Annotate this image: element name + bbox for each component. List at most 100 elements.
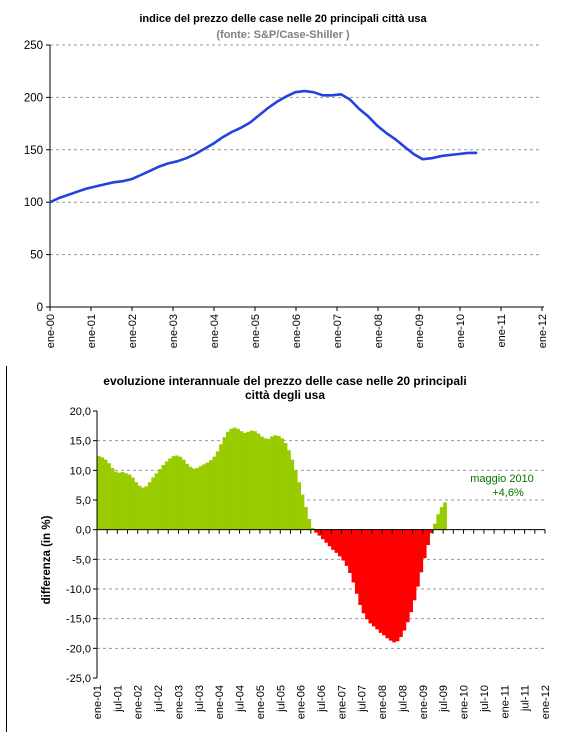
y-tick-label: -5,0: [72, 554, 91, 566]
bar: [382, 529, 386, 636]
bar: [253, 431, 257, 530]
bar: [239, 431, 244, 530]
x-tick-label: ene-07: [336, 685, 348, 719]
y-tick-label: 50: [30, 250, 43, 262]
bar: [276, 435, 281, 530]
x-tick-label: ene-00: [45, 314, 57, 348]
bar: [246, 431, 251, 530]
bar: [419, 529, 424, 573]
bar: [107, 463, 111, 530]
bar: [317, 529, 322, 536]
bar: [124, 473, 128, 530]
bar: [117, 472, 122, 530]
y-tick-label: 100: [24, 197, 43, 209]
y-tick-label: 0,0: [76, 525, 91, 537]
bar: [348, 529, 352, 573]
x-tick-label: jul-02: [153, 685, 165, 713]
bar: [371, 529, 376, 627]
bar: [297, 482, 301, 530]
bar: [273, 435, 278, 530]
x-tick-label: ene-03: [173, 685, 185, 719]
left-border-line: [6, 366, 7, 732]
bar: [385, 529, 390, 639]
x-tick-label: ene-04: [214, 685, 226, 719]
bar: [202, 464, 206, 530]
bar: [209, 460, 213, 530]
chart1-subtitle: (fonte: S&P/Case-Shiller ): [216, 29, 350, 41]
x-tick-label: jul-06: [316, 685, 328, 713]
bar: [144, 486, 149, 530]
bar: [120, 472, 125, 530]
x-tick-label: ene-11: [499, 685, 511, 718]
y-tick-label: 200: [24, 92, 43, 104]
bar: [365, 529, 369, 620]
bar: [436, 514, 441, 530]
bar: [259, 436, 264, 530]
bar: [293, 470, 298, 530]
bar: [368, 529, 373, 624]
bar: [426, 529, 430, 546]
bar: [361, 529, 366, 614]
x-tick-label: jul-09: [438, 685, 450, 713]
bar: [205, 462, 210, 530]
bar: [229, 428, 234, 530]
bar: [137, 485, 142, 530]
bar: [130, 477, 135, 530]
chart2-title-line-1: evoluzione interannuale del prezzo delle…: [103, 374, 466, 388]
x-tick-label: ene-05: [250, 314, 262, 348]
bar: [290, 459, 295, 530]
x-tick-label: ene-06: [291, 314, 303, 348]
bar: [375, 529, 380, 630]
x-tick-label: ene-12: [540, 685, 552, 719]
x-tick-label: jul-01: [112, 685, 124, 713]
bar: [103, 459, 108, 530]
bar: [178, 456, 183, 530]
bar: [280, 438, 285, 530]
chart-yoy-change: evoluzione interannuale del prezzo delle…: [41, 374, 552, 719]
bar: [100, 457, 105, 530]
bar: [270, 436, 274, 530]
bar: [310, 527, 315, 530]
y-tick-label: 20,0: [70, 406, 91, 418]
bar: [171, 456, 176, 530]
bar: [266, 438, 271, 530]
bar: [341, 529, 346, 561]
bar: [324, 529, 329, 543]
bar: [321, 529, 325, 540]
x-tick-label: ene-10: [455, 314, 467, 348]
x-tick-label: jul-11: [520, 685, 532, 712]
bar: [127, 474, 132, 530]
bar: [287, 450, 291, 530]
series-line-house-price-index: [49, 89, 478, 204]
bar: [416, 529, 420, 587]
bar: [439, 507, 444, 530]
bar: [344, 529, 349, 566]
x-tick-label: ene-03: [168, 314, 180, 348]
x-tick-label: jul-03: [194, 685, 206, 713]
bar: [147, 482, 152, 530]
bar: [225, 431, 230, 530]
y-tick-label: -10,0: [66, 584, 91, 596]
chart-house-price-index: indice del prezzo delle case nelle 20 pr…: [24, 13, 549, 348]
x-tick-label: ene-01: [92, 685, 104, 719]
bar: [113, 471, 118, 530]
bar: [188, 466, 193, 530]
x-tick-label: jul-04: [235, 685, 247, 713]
chart2-y-axis-label: differenza (in %): [41, 515, 53, 604]
x-tick-label: ene-02: [133, 685, 145, 719]
annotation-line-2: +4,6%: [492, 487, 524, 499]
bar: [283, 443, 288, 530]
x-tick-label: ene-12: [537, 314, 549, 348]
x-tick-label: ene-01: [86, 314, 98, 348]
chart1-title: indice del prezzo delle case nelle 20 pr…: [139, 13, 427, 25]
bar: [97, 456, 101, 530]
bar: [443, 502, 447, 530]
bar: [168, 458, 173, 530]
bar: [412, 529, 417, 601]
x-tick-label: ene-02: [127, 314, 139, 348]
bar: [219, 444, 223, 530]
bar: [409, 529, 413, 613]
bar: [327, 529, 332, 547]
bar: [164, 461, 169, 530]
bar: [331, 529, 335, 550]
